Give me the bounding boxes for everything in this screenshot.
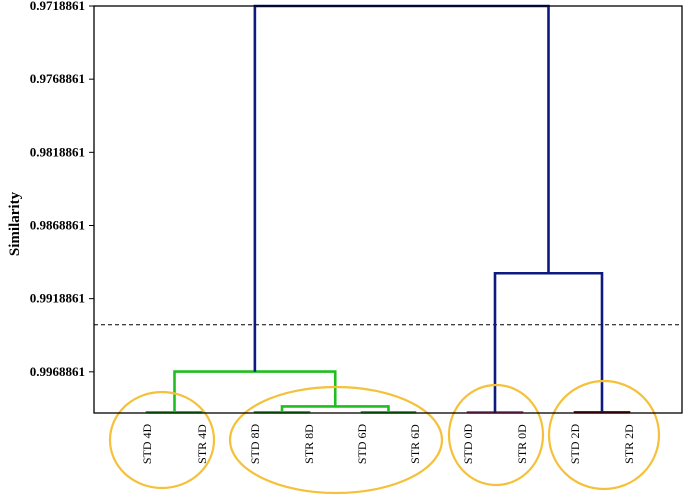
leaf-label: STD 4D xyxy=(140,424,154,465)
y-tick-label: 0.9918861 xyxy=(30,291,85,306)
plot-frame xyxy=(93,5,683,414)
leaf-label: STD 6D xyxy=(355,424,369,465)
y-tick-label: 0.9718861 xyxy=(30,0,85,13)
y-tick-label: 0.9968861 xyxy=(30,364,85,379)
dendrogram-link xyxy=(253,4,550,372)
y-axis-ticks: 0.9718861 0.9768861 0.9818861 0.9868861 0.99… xyxy=(30,0,94,379)
cluster-circle xyxy=(547,379,661,491)
leaf-label: STR 2D xyxy=(622,424,636,464)
cluster-circles xyxy=(108,379,661,495)
leaf-label: STR 4D xyxy=(195,424,209,464)
leaf-label: STD 8D xyxy=(248,424,262,465)
dendrogram-link xyxy=(173,370,337,413)
dendrogram-links xyxy=(94,4,682,414)
leaf-label: STD 2D xyxy=(568,424,582,465)
leaf-label: STR 0D xyxy=(515,424,529,464)
y-tick-label: 0.9768861 xyxy=(30,71,85,86)
y-tick-label: 0.9818861 xyxy=(30,144,85,159)
y-tick-label: 0.9868861 xyxy=(30,217,85,232)
cluster-circle xyxy=(108,390,216,490)
dendrogram-link xyxy=(493,271,604,413)
leaf-label: STR 8D xyxy=(302,424,316,464)
cluster-circle xyxy=(228,385,444,495)
leaf-label: STR 6D xyxy=(408,424,422,464)
y-axis-label: Similarity xyxy=(7,191,23,256)
cluster-circle xyxy=(447,383,545,487)
leaf-labels: STD 4D STR 4D STD 8D STR 8D STD 6D STR 6D STD … xyxy=(140,424,636,465)
leaf-label: STD 0D xyxy=(461,424,475,465)
